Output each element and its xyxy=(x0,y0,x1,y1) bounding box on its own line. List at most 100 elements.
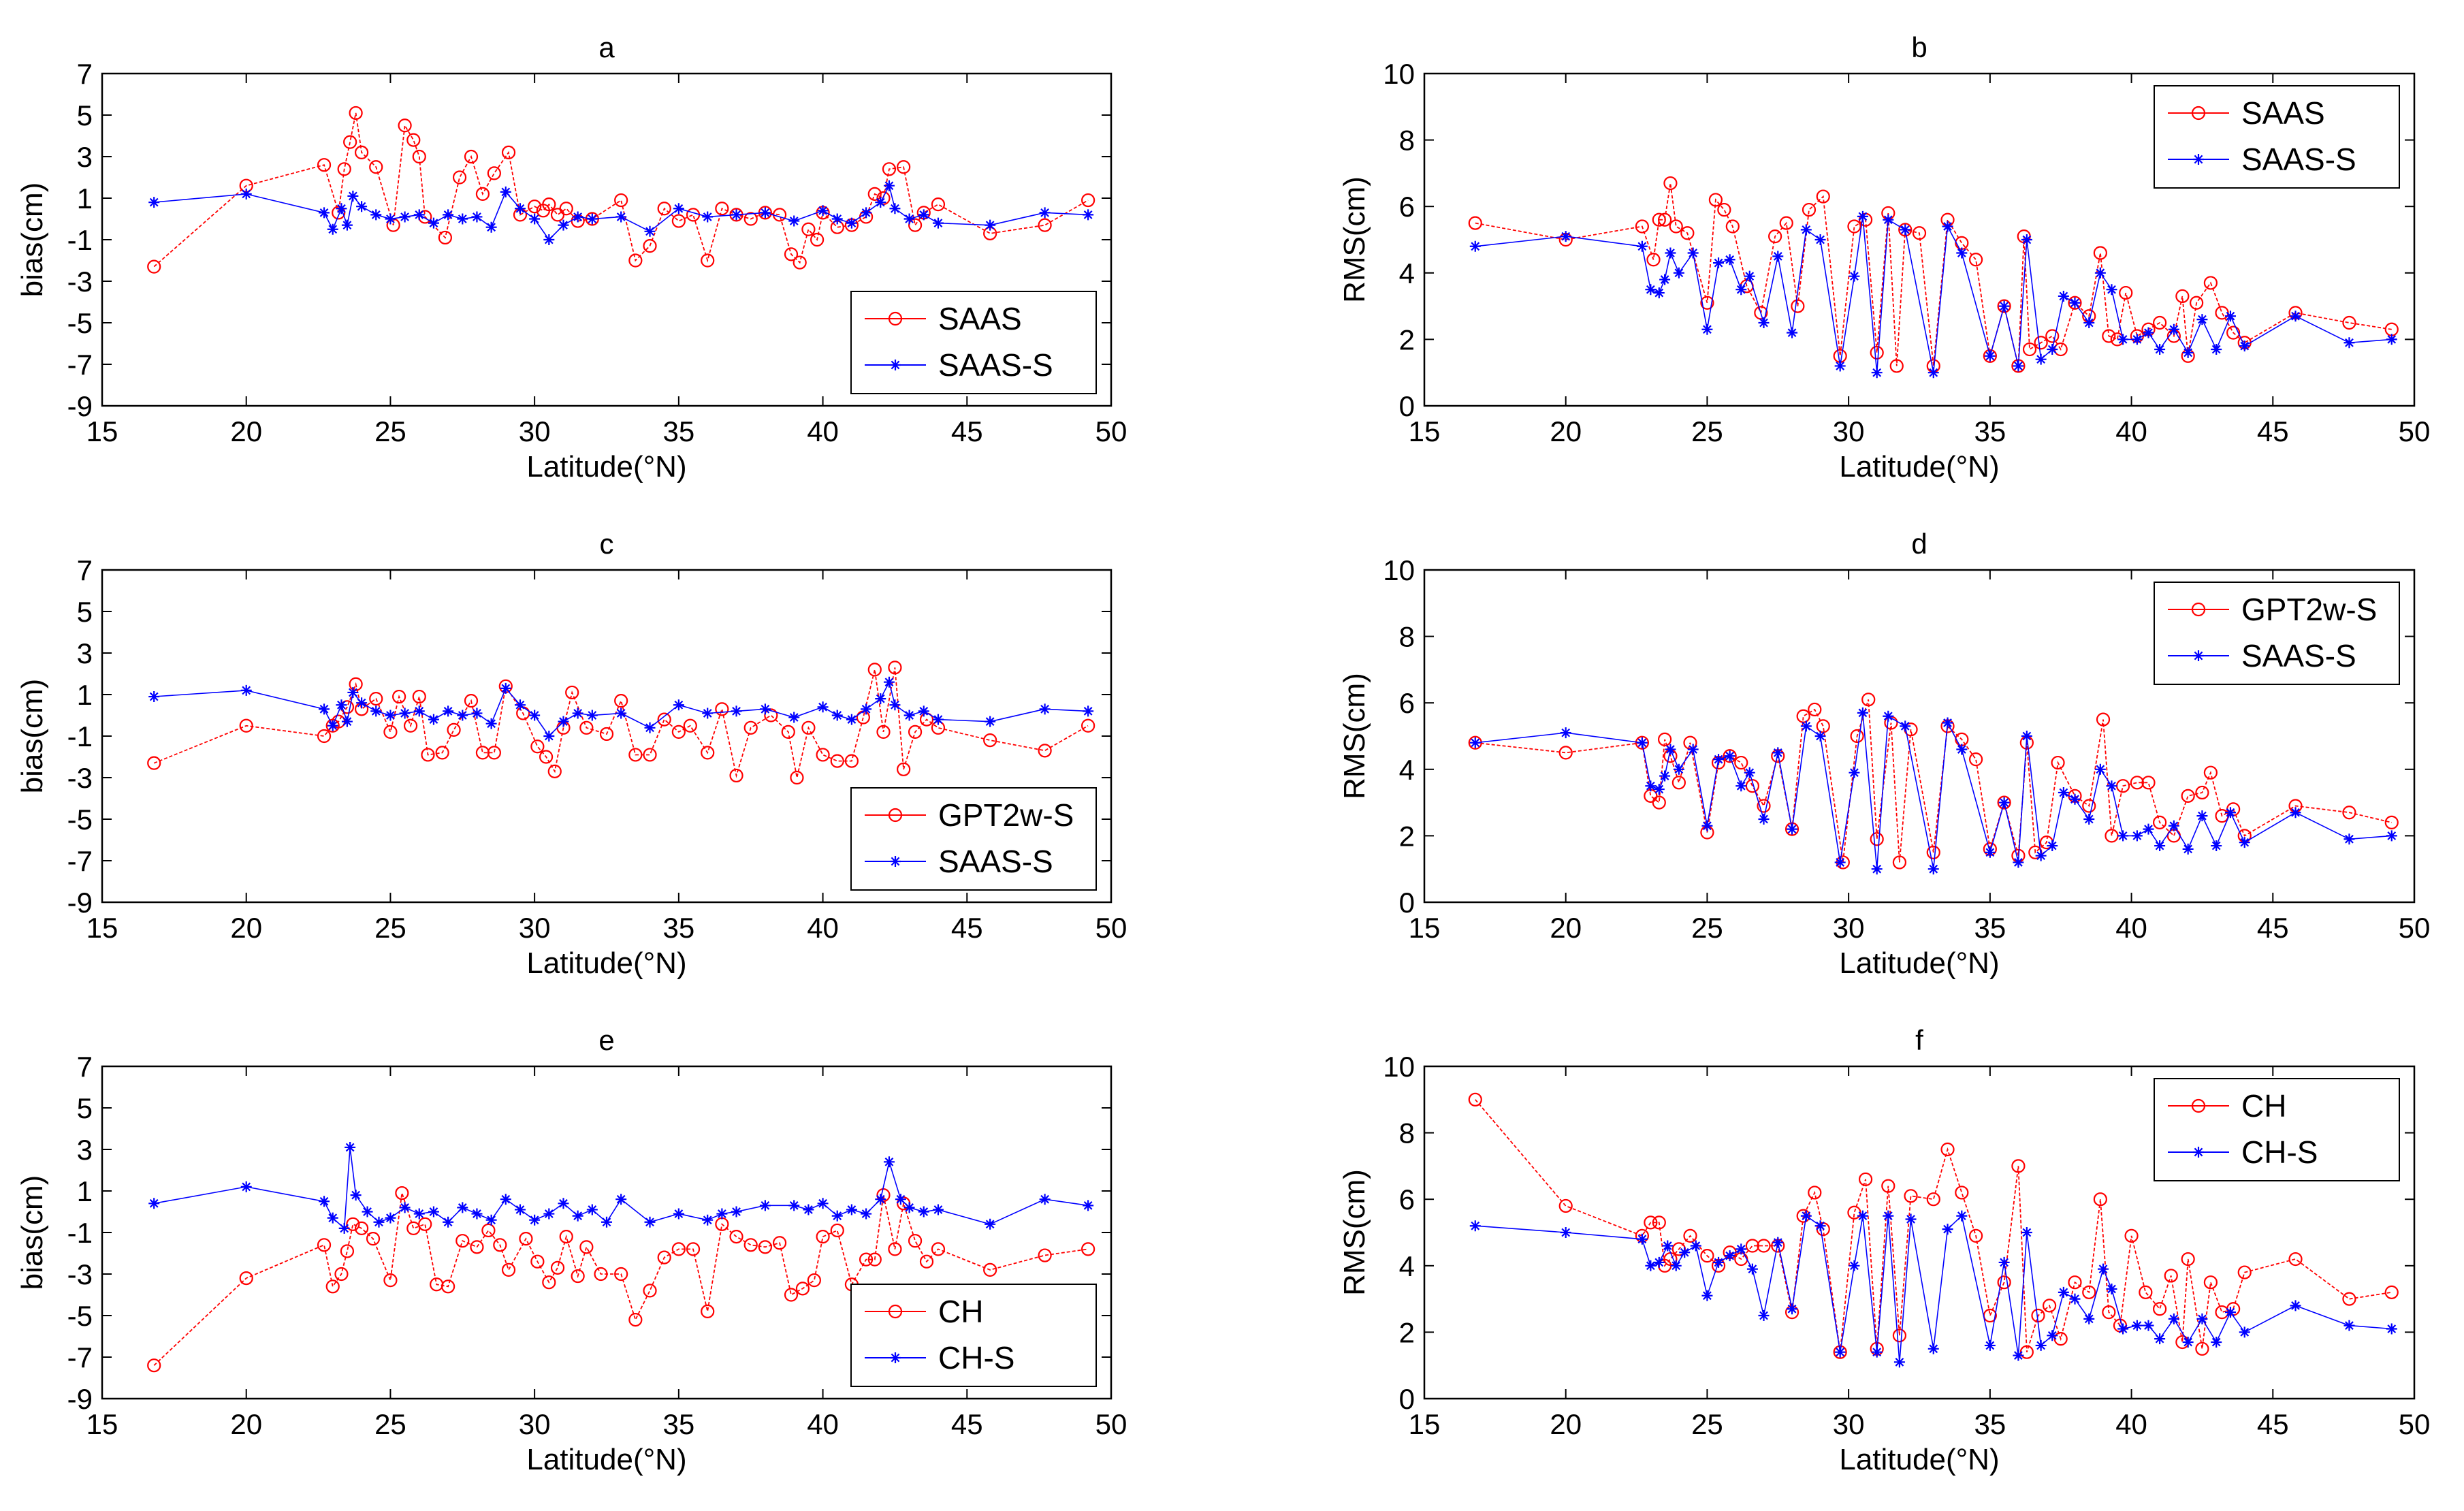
y-tick-label: 5 xyxy=(77,1092,93,1124)
data-point xyxy=(1892,855,1907,870)
data-point xyxy=(895,1194,906,1205)
data-point xyxy=(2106,284,2117,296)
data-point xyxy=(1968,253,1983,267)
data-point xyxy=(1652,1215,1666,1230)
data-point xyxy=(147,259,161,274)
data-point xyxy=(1659,770,1671,782)
data-point xyxy=(336,203,347,214)
y-tick-label: -3 xyxy=(67,266,93,298)
data-point xyxy=(897,160,911,174)
data-point xyxy=(319,207,330,219)
data-point xyxy=(2154,1333,2166,1345)
data-point xyxy=(1968,752,1983,767)
data-point xyxy=(1942,221,1953,232)
data-point xyxy=(2211,840,2222,852)
legend: SAAS SAAS-S xyxy=(2154,85,2400,189)
data-point xyxy=(1814,1220,1826,1232)
data-point xyxy=(501,1262,516,1277)
data-point xyxy=(784,1288,799,1302)
data-point xyxy=(1665,744,1676,755)
data-point xyxy=(2181,789,2195,803)
legend: GPT2w-S SAAS-S xyxy=(2154,582,2400,685)
y-tick-label: 2 xyxy=(1399,820,1415,852)
data-point xyxy=(2047,840,2058,852)
data-point xyxy=(2211,1337,2222,1348)
data-point xyxy=(2190,296,2204,310)
x-tick-label: 45 xyxy=(2257,1408,2289,1440)
data-point xyxy=(543,1208,555,1220)
data-point xyxy=(1039,207,1051,219)
legend-box xyxy=(850,291,1097,394)
data-point xyxy=(399,1202,411,1213)
data-point xyxy=(1039,1194,1051,1205)
series-saas-s xyxy=(148,676,1094,742)
data-point xyxy=(1849,1260,1860,1271)
x-tick-label: 50 xyxy=(1095,415,1127,447)
data-point xyxy=(1857,707,1868,718)
data-point xyxy=(334,1267,349,1282)
data-point xyxy=(542,1275,556,1290)
data-point xyxy=(784,247,799,261)
data-point xyxy=(1708,193,1723,207)
data-point xyxy=(2211,344,2222,355)
data-point xyxy=(441,1279,455,1294)
x-axis-label: Latitude(°N) xyxy=(1839,947,1999,980)
x-tick-label: 20 xyxy=(1550,415,1582,447)
data-point xyxy=(399,707,411,719)
data-point xyxy=(2195,785,2209,800)
data-point xyxy=(2203,765,2218,780)
data-point xyxy=(2168,323,2179,335)
data-point xyxy=(362,1206,373,1218)
data-point xyxy=(2182,843,2194,855)
data-point xyxy=(1927,367,1939,379)
data-point xyxy=(1038,744,1052,758)
data-point xyxy=(1081,718,1095,733)
data-point xyxy=(889,699,901,711)
data-point xyxy=(471,211,483,223)
data-point xyxy=(1687,744,1699,755)
data-point xyxy=(1926,845,1940,859)
data-point xyxy=(1998,1256,2010,1268)
panel-title: b xyxy=(1911,31,1927,63)
data-point xyxy=(2154,840,2166,852)
data-point xyxy=(1636,737,1648,748)
data-point xyxy=(643,1284,657,1298)
data-point xyxy=(1956,1210,1968,1222)
data-point xyxy=(831,1210,843,1222)
data-point xyxy=(729,1229,743,1244)
data-point xyxy=(2117,1323,2129,1335)
data-point xyxy=(586,1204,598,1215)
data-point xyxy=(1468,1092,1482,1107)
data-point xyxy=(529,710,541,721)
data-point xyxy=(1926,1192,1940,1207)
data-point xyxy=(1038,1248,1052,1262)
x-tick-label: 50 xyxy=(2399,415,2431,447)
data-point xyxy=(859,1252,874,1267)
data-point xyxy=(240,684,252,696)
data-point xyxy=(558,219,569,231)
data-point xyxy=(572,1210,583,1222)
data-point xyxy=(2143,823,2154,835)
data-point xyxy=(1039,703,1051,715)
data-point xyxy=(1900,720,1911,732)
data-point xyxy=(2083,1313,2095,1324)
data-point xyxy=(758,1240,772,1254)
data-point xyxy=(1700,296,1714,310)
data-point xyxy=(1558,1198,1573,1213)
data-point xyxy=(572,211,583,223)
data-point xyxy=(1997,1275,2011,1290)
data-point xyxy=(1469,240,1481,252)
data-point xyxy=(1802,202,1817,217)
data-point xyxy=(317,1238,332,1252)
data-point xyxy=(790,770,804,785)
data-point xyxy=(1997,299,2011,313)
data-point xyxy=(399,211,411,223)
data-point xyxy=(487,746,501,760)
panel-b: b 15 20 25 30 35 40 45 50 0 2 4 6 8 10 Latitude(°N) RMS(… xyxy=(1338,31,2430,483)
data-point xyxy=(2058,1286,2069,1298)
data-point xyxy=(1713,257,1725,269)
legend-label: GPT2w-S xyxy=(938,797,1074,833)
data-point xyxy=(1744,767,1755,778)
data-point xyxy=(347,686,359,698)
legend: GPT2w-S SAAS-S xyxy=(850,787,1097,891)
